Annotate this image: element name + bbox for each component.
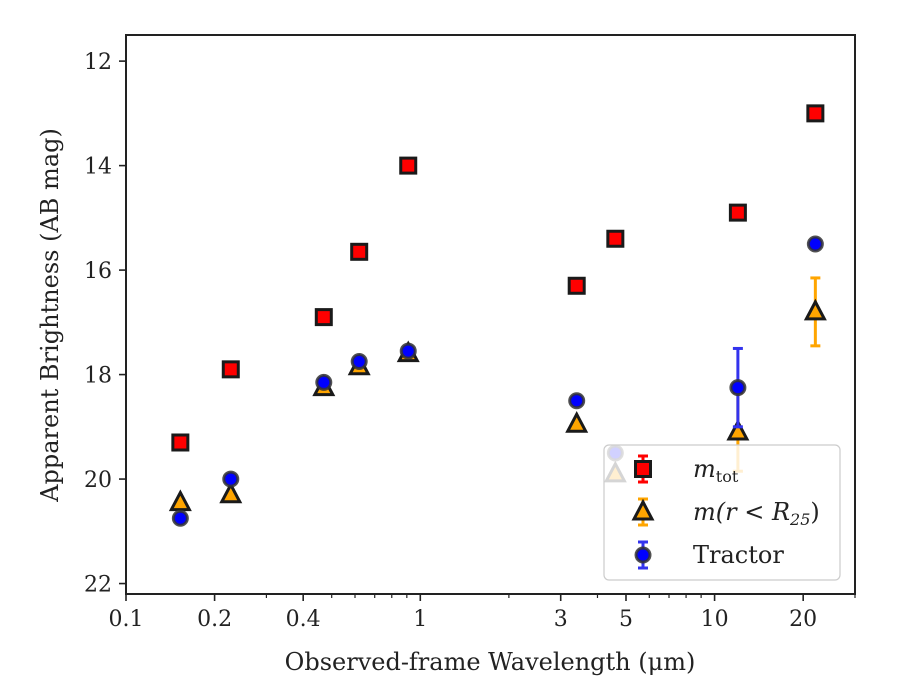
data-point-circle	[315, 373, 333, 391]
data-point-square	[314, 308, 333, 327]
plot-marks	[168, 104, 827, 527]
plot-frame	[125, 34, 856, 595]
legend-label: Tractor	[693, 541, 784, 569]
legend-label: m(r < R25)	[693, 498, 820, 529]
data-point-square	[728, 203, 747, 222]
data-point-circle	[806, 235, 824, 253]
data-point-square	[171, 433, 190, 452]
data-point-square	[350, 242, 369, 261]
x-tick-label: 0.4	[286, 607, 321, 632]
y-tick-label: 16	[84, 259, 112, 284]
data-point-triangle	[565, 411, 589, 433]
data-point-circle	[568, 392, 586, 410]
legend-label: mtot	[693, 455, 739, 486]
y-tick-label: 18	[84, 364, 112, 389]
x-tick-label: 20	[789, 607, 817, 632]
y-tick-label: 14	[84, 155, 112, 180]
y-tick-label: 20	[84, 468, 112, 493]
data-point-triangle	[168, 489, 192, 512]
legend-marker-square	[634, 460, 652, 478]
x-tick-label: 1	[413, 607, 427, 632]
legend-box	[603, 444, 841, 581]
data-point-triangle	[219, 481, 243, 504]
x-axis-ticks: 0.1 0.2 0.4 1 3 5 10 20	[109, 594, 856, 632]
data-point-square	[606, 229, 625, 248]
y-tick-label: 12	[84, 50, 112, 75]
legend-marker-circle	[634, 546, 652, 564]
x-tick-label: 0.2	[197, 607, 232, 632]
data-point-circle	[399, 342, 417, 360]
data-point-square	[567, 276, 586, 295]
y-axis-title: Apparent Brightness (AB mag)	[36, 128, 64, 503]
series-circle	[171, 235, 824, 527]
data-point-circle	[350, 353, 368, 371]
x-tick-label: 3	[554, 607, 568, 632]
data-point-triangle	[803, 298, 827, 321]
y-tick-label: 22	[84, 573, 112, 598]
x-axis-title: Observed-frame Wavelength (μm)	[285, 648, 696, 676]
data-point-square	[221, 360, 240, 379]
data-point-triangle	[726, 418, 750, 441]
legend: mtot m(r < R25) Tractor	[603, 444, 841, 581]
x-tick-label: 5	[619, 607, 633, 632]
legend-marker-triangle	[631, 498, 655, 521]
x-tick-label: 0.1	[109, 607, 144, 632]
series-square	[171, 104, 825, 452]
data-point-square	[806, 104, 825, 123]
y-axis-ticks: 12 14 16 18 20 22	[84, 50, 126, 598]
data-point-circle	[729, 379, 747, 397]
x-tick-label: 10	[701, 607, 729, 632]
data-point-circle	[222, 470, 240, 488]
data-point-circle	[171, 509, 189, 527]
data-point-square	[399, 156, 418, 175]
